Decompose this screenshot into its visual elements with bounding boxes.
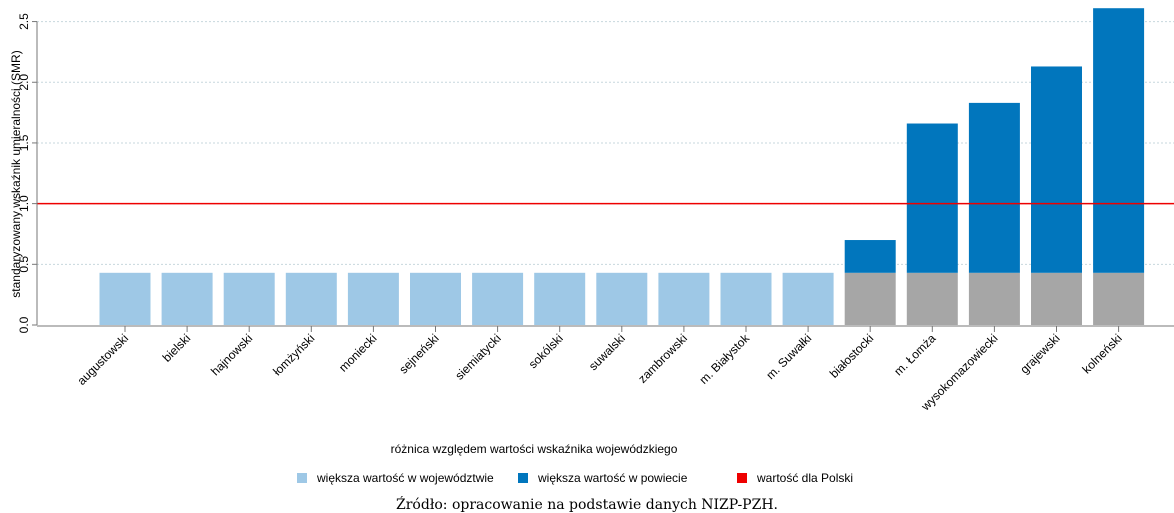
bar-excess-14 <box>968 102 1020 273</box>
x-tick-label: białostocki <box>827 331 877 381</box>
x-tick-label: augustowski <box>75 331 132 388</box>
bar-base-5 <box>410 272 461 325</box>
bar-base-6 <box>472 272 524 325</box>
x-tick-label: bielski <box>160 331 193 364</box>
bar-base-3 <box>285 272 337 325</box>
bar-excess-12 <box>844 240 896 273</box>
x-tick-label: grajewski <box>1017 331 1062 376</box>
y-tick-label: 0.0 <box>17 316 31 333</box>
y-tick-label: 2.0 <box>17 74 31 91</box>
axes <box>36 21 1174 327</box>
bars <box>99 8 1145 325</box>
bar-base-10 <box>720 272 772 325</box>
legend: większa wartość w województwie większa wa… <box>297 471 853 485</box>
x-tick-label: hajnowski <box>208 331 255 378</box>
legend-swatch <box>518 473 528 483</box>
legend-label: większa wartość w województwie <box>316 471 494 485</box>
x-tick-label: kolneński <box>1079 331 1124 376</box>
bar-base-1 <box>161 272 213 325</box>
y-tick-label: 2.5 <box>17 13 31 30</box>
bar-excess-16 <box>1093 8 1145 273</box>
x-tick-label: łomżyński <box>270 331 317 378</box>
y-tick-label: 1.5 <box>17 134 31 151</box>
bar-base-15 <box>1031 272 1082 325</box>
bar-base-8 <box>596 272 648 325</box>
bar-base-2 <box>223 272 275 325</box>
bar-base-0 <box>99 272 151 325</box>
y-axis-title: standaryzowany wskaźnik umieralności (SM… <box>9 50 23 297</box>
x-tick-label: m. Białystok <box>696 331 752 387</box>
x-tick-label: sejneński <box>396 331 441 376</box>
bar-base-11 <box>782 272 834 325</box>
bar-base-12 <box>844 272 896 325</box>
x-tick-label: suwalski <box>586 331 628 373</box>
x-axis-title: różnica względem wartości wskaźnika woje… <box>391 442 678 456</box>
x-tick-label: m. Łomża <box>891 331 938 378</box>
bar-base-7 <box>534 272 586 325</box>
y-tick-labels: 0.0 0.5 1.0 1.5 2.0 2.5 <box>17 13 37 333</box>
x-tick-label: sokólski <box>526 331 566 371</box>
source-note: Źródło: opracowanie na podstawie danych … <box>396 495 778 513</box>
bar-base-9 <box>658 272 710 325</box>
bar-base-16 <box>1093 272 1145 325</box>
legend-label: wartość dla Polski <box>756 471 853 485</box>
x-tick-label: moniecki <box>336 331 379 374</box>
x-tick-label: m. Suwałki <box>763 331 814 382</box>
legend-swatch <box>737 473 747 483</box>
y-tick-label: 1.0 <box>17 195 31 212</box>
x-tick-label: zambrowski <box>635 331 690 386</box>
bar-base-13 <box>906 272 958 325</box>
bar-excess-13 <box>906 123 958 273</box>
bar-excess-15 <box>1031 66 1082 273</box>
legend-label: większa wartość w powiecie <box>537 471 688 485</box>
y-tick-label: 0.5 <box>17 256 31 273</box>
x-tick-label: siemiatycki <box>452 331 503 382</box>
bar-base-4 <box>347 272 399 325</box>
bar-base-14 <box>968 272 1020 325</box>
x-tick-labels: augustowski bielski hajnowski łomżyński moni… <box>75 326 1125 414</box>
legend-swatch <box>297 473 307 483</box>
